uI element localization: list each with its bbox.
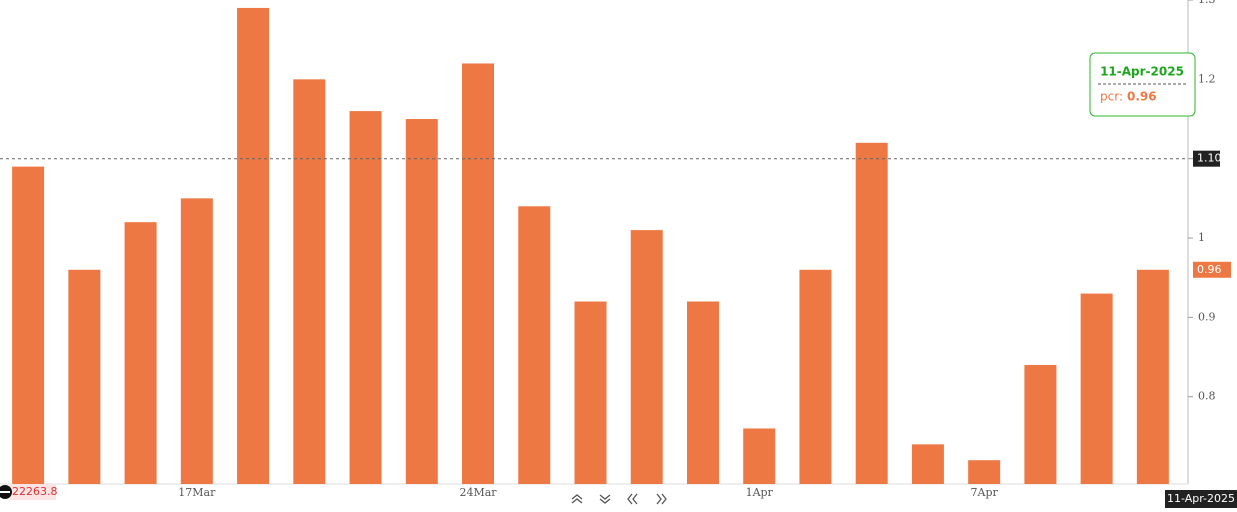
bar <box>743 428 776 484</box>
price-label-bg <box>10 484 56 500</box>
price-label: 22263.8 <box>12 485 58 498</box>
bar <box>349 111 382 484</box>
tooltip-label: pcr: <box>1100 90 1123 104</box>
x-tick-label: 24Mar <box>459 486 497 499</box>
tooltip-value: 0.96 <box>1127 90 1157 104</box>
bar <box>911 444 944 484</box>
bar <box>68 269 101 484</box>
crosshair-label-bg <box>1193 150 1220 167</box>
tooltip-box <box>1089 52 1196 117</box>
nav-down[interactable] <box>599 494 611 504</box>
last-value-label: 0.96 <box>1197 263 1222 276</box>
bar <box>799 269 832 484</box>
bar <box>1024 364 1057 484</box>
bar <box>237 7 270 485</box>
y-tick-label: 0.8 <box>1198 390 1216 403</box>
nav-controls[interactable] <box>571 493 667 505</box>
y-tick-label: 1.2 <box>1198 72 1216 85</box>
y-tick-label: 1 <box>1198 231 1205 244</box>
bar <box>855 142 888 484</box>
nav-up[interactable] <box>571 494 583 504</box>
bar <box>12 166 45 484</box>
x-crosshair-label: 11-Apr-2025 <box>1167 492 1235 505</box>
nav-right[interactable] <box>656 493 667 505</box>
bar <box>293 79 326 484</box>
tooltip-date: 11-Apr-2025 <box>1100 65 1184 79</box>
x-tick-label: 7Apr <box>971 486 999 499</box>
bar <box>1080 293 1113 484</box>
bar <box>180 198 213 484</box>
bar <box>1136 269 1169 484</box>
x-crosshair-bg <box>1165 490 1237 508</box>
nav-left[interactable] <box>627 493 638 505</box>
bar <box>630 230 663 484</box>
bar <box>574 301 607 484</box>
crosshair-label: 1.10 <box>1197 152 1222 165</box>
tooltip: 11-Apr-2025 pcr: 0.96 <box>1089 52 1196 117</box>
y-tick-label: 0.9 <box>1198 310 1216 323</box>
bar <box>405 119 438 485</box>
last-value-bg <box>1193 261 1231 278</box>
bar <box>518 206 551 484</box>
bar <box>686 301 719 484</box>
bar <box>968 460 1001 484</box>
bar <box>124 222 157 484</box>
x-tick-label: 1Apr <box>746 486 774 499</box>
x-tick-label: 17Mar <box>178 486 216 499</box>
bar <box>462 63 495 485</box>
y-tick-label: 1.3 <box>1198 0 1216 6</box>
